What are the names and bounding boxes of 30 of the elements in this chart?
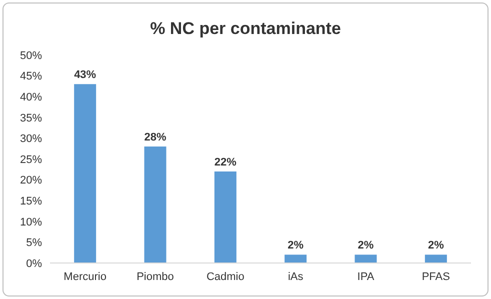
bar xyxy=(354,254,377,263)
bar xyxy=(424,254,447,263)
y-tick-label: 0% xyxy=(26,258,42,270)
y-tick-label: 20% xyxy=(20,174,42,187)
y-tick-label: 40% xyxy=(20,91,42,104)
data-label: 2% xyxy=(288,240,304,252)
x-tick-label: PFAS xyxy=(422,271,450,283)
bar xyxy=(74,84,96,263)
y-tick-label: 35% xyxy=(20,112,42,124)
data-label: 22% xyxy=(214,156,237,168)
y-tick-label: 45% xyxy=(20,70,42,83)
bar xyxy=(144,146,166,263)
data-label: 28% xyxy=(144,132,166,144)
data-label: 43% xyxy=(74,69,96,82)
chart-title: % NC per contaminante xyxy=(150,19,341,38)
y-tick-label: 5% xyxy=(26,237,42,250)
x-tick-label: Piombo xyxy=(136,271,174,283)
y-tick-label: 10% xyxy=(20,216,42,228)
x-tick-label: Mercurio xyxy=(64,271,106,283)
y-tick-label: 30% xyxy=(20,133,42,146)
x-tick-label: Cadmio xyxy=(206,271,244,283)
y-tick-label: 15% xyxy=(20,195,42,208)
x-tick-label: IPA xyxy=(357,271,375,283)
y-tick-label: 25% xyxy=(20,154,42,166)
x-tick-label: iAs xyxy=(288,271,304,283)
data-label: 2% xyxy=(358,240,374,252)
bar xyxy=(284,254,307,263)
data-label: 2% xyxy=(428,240,444,252)
y-tick-label: 50% xyxy=(20,50,42,62)
bar xyxy=(214,171,236,263)
